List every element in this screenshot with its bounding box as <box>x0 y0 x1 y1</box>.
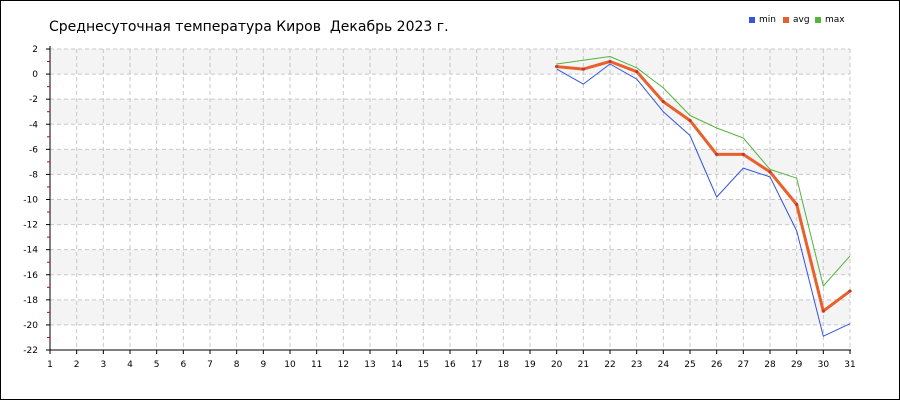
x-tick-label: 3 <box>100 360 106 370</box>
y-tick-label: -8 <box>29 170 38 180</box>
y-tick-label: -14 <box>23 246 38 256</box>
legend-item-min: min <box>749 15 776 29</box>
avg-point <box>635 69 639 74</box>
x-tick-label: 19 <box>524 360 536 370</box>
avg-point <box>688 118 692 123</box>
x-tick-label: 7 <box>207 360 213 370</box>
avg-point <box>741 152 745 156</box>
legend-item-avg: avg <box>783 15 810 29</box>
legend-item-max: max <box>815 15 845 29</box>
x-tick-label: 11 <box>311 360 322 370</box>
x-tick-label: 15 <box>418 360 429 370</box>
y-tick-label: -2 <box>29 95 38 105</box>
x-tick-label: 12 <box>338 360 349 370</box>
legend-label: min <box>759 15 776 25</box>
x-tick-label: 21 <box>578 360 589 370</box>
x-tick-label: 4 <box>127 360 133 370</box>
chart-title: Среднесуточная температура Киров Декабрь… <box>49 19 449 35</box>
avg-point <box>715 152 719 156</box>
x-tick-label: 8 <box>234 360 240 370</box>
plot-band <box>50 49 850 75</box>
y-tick-label: -10 <box>23 196 38 206</box>
x-tick-label: 31 <box>844 360 855 370</box>
legend-swatch <box>783 16 789 23</box>
y-tick-label: 2 <box>32 45 38 55</box>
y-tick-label: 0 <box>32 70 38 80</box>
y-tick-label: -16 <box>23 271 38 281</box>
series-line-max <box>556 56 851 287</box>
x-tick-label: 25 <box>684 360 695 370</box>
y-tick-label: -20 <box>23 321 38 331</box>
x-tick-label: 28 <box>764 360 776 370</box>
x-tick-label: 20 <box>551 360 563 370</box>
avg-point <box>661 100 665 104</box>
legend-label: max <box>825 15 845 25</box>
series-line-avg <box>556 60 851 313</box>
legend-label: avg <box>793 15 810 25</box>
y-tick-label: -6 <box>29 145 38 155</box>
x-tick-label: 1 <box>47 360 53 370</box>
y-tick-label: -18 <box>23 296 38 306</box>
x-tick-label: 10 <box>284 360 296 370</box>
x-tick-label: 26 <box>711 360 723 370</box>
x-tick-label: 27 <box>738 360 749 370</box>
legend-swatch <box>749 16 755 23</box>
avg-point <box>848 289 852 293</box>
legend-swatch <box>815 16 821 23</box>
y-tick-label: -22 <box>23 346 38 356</box>
x-tick-label: 16 <box>444 360 456 370</box>
x-tick-label: 17 <box>471 360 482 370</box>
x-tick-label: 24 <box>658 360 670 370</box>
series-line-min <box>556 63 851 337</box>
x-tick-label: 23 <box>631 360 642 370</box>
avg-point <box>581 67 585 71</box>
y-tick-label: -4 <box>29 120 38 130</box>
x-tick-label: 5 <box>154 360 160 370</box>
avg-point <box>608 59 612 64</box>
x-tick-label: 30 <box>818 360 830 370</box>
x-tick-label: 29 <box>791 360 803 370</box>
x-tick-label: 22 <box>604 360 615 370</box>
x-tick-label: 6 <box>180 360 186 370</box>
avg-point <box>768 170 772 174</box>
avg-point <box>821 309 825 313</box>
x-tick-label: 18 <box>498 360 510 370</box>
x-tick-label: 9 <box>260 360 266 370</box>
x-tick-label: 2 <box>74 360 80 370</box>
x-tick-label: 14 <box>391 360 403 370</box>
y-tick-label: -12 <box>23 221 38 231</box>
x-tick-label: 13 <box>364 360 375 370</box>
avg-point <box>555 64 559 69</box>
avg-point <box>795 202 799 207</box>
